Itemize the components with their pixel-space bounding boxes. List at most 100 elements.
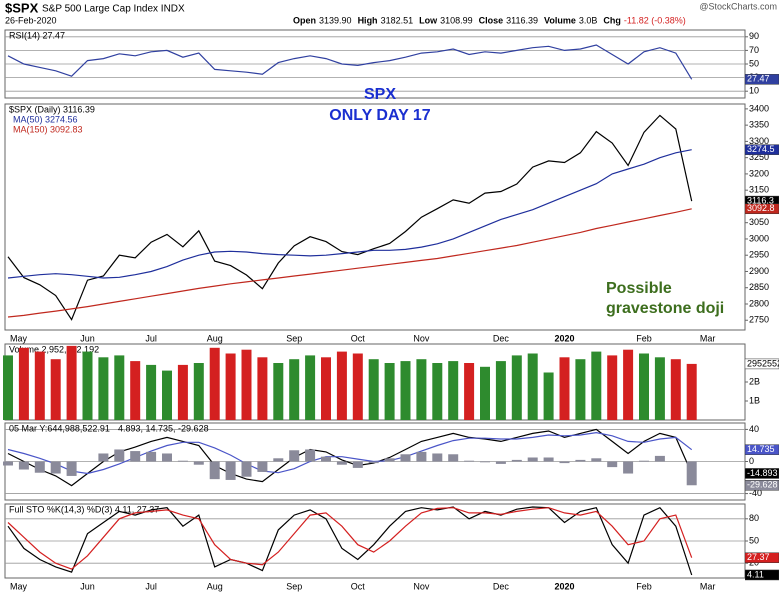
bar bbox=[336, 351, 347, 420]
bar bbox=[273, 363, 284, 420]
y-tick-label: 1B bbox=[749, 395, 760, 405]
x-tick-label: Feb bbox=[636, 581, 652, 591]
quote-label: Close bbox=[479, 15, 504, 25]
legend-entry: MA(150) 3092.83 bbox=[13, 124, 83, 134]
last-value-tag: 2952552192 bbox=[745, 358, 779, 370]
bar bbox=[146, 364, 157, 420]
bar bbox=[559, 461, 570, 464]
quote-value: 3.0B bbox=[579, 15, 598, 25]
y-tick-label: 3000 bbox=[749, 233, 769, 243]
last-value-box bbox=[745, 552, 779, 563]
last-value-tag: -14.893 bbox=[745, 468, 779, 479]
x-tick-label: Jul bbox=[145, 581, 157, 591]
x-tick-label: 2020 bbox=[554, 333, 574, 343]
bar bbox=[511, 459, 522, 462]
annotation: Possible bbox=[606, 280, 672, 297]
bar bbox=[162, 370, 172, 420]
series-line bbox=[7, 506, 693, 576]
bar bbox=[289, 450, 300, 462]
bar bbox=[495, 361, 506, 420]
bar bbox=[130, 361, 141, 420]
bar bbox=[416, 359, 427, 420]
bar bbox=[50, 461, 61, 474]
bar bbox=[321, 456, 331, 462]
y-tick-label: 2850 bbox=[749, 282, 769, 292]
last-value-box bbox=[745, 358, 779, 370]
bar bbox=[384, 458, 395, 462]
quote-label: High bbox=[358, 15, 378, 25]
series-line bbox=[7, 149, 692, 279]
y-tick-label: 3200 bbox=[749, 168, 769, 178]
bar bbox=[543, 372, 554, 420]
y-tick-label: 3250 bbox=[749, 152, 769, 162]
bar bbox=[305, 355, 316, 420]
bar bbox=[654, 357, 665, 420]
legend-entry: $SPX (Daily) 3116.39 bbox=[9, 104, 95, 114]
last-value-tag: 3274.5 bbox=[745, 144, 779, 155]
bar bbox=[257, 461, 268, 472]
bar bbox=[575, 459, 586, 462]
last-value-box bbox=[745, 74, 779, 85]
quote-value: 3182.51 bbox=[381, 15, 414, 25]
bar bbox=[352, 461, 363, 468]
panel-title: Full STO %K(14,3) %D(3) 4.11, 27.37 bbox=[9, 504, 159, 514]
bar bbox=[193, 363, 204, 420]
y-tick-label: 80 bbox=[749, 513, 759, 523]
x-tick-label: Mar bbox=[700, 581, 716, 591]
last-value-tag: 3092.8 bbox=[745, 203, 779, 215]
bar bbox=[607, 461, 618, 468]
bar bbox=[480, 461, 490, 463]
last-value-tag: 27.47 bbox=[745, 74, 779, 85]
bar bbox=[114, 449, 125, 462]
bar bbox=[416, 451, 427, 462]
bar bbox=[480, 366, 490, 420]
symbol-name: S&P 500 Large Cap Index INDX bbox=[42, 4, 185, 15]
last-value-label: 27.47 bbox=[747, 74, 770, 84]
bar bbox=[225, 353, 236, 420]
bar bbox=[464, 460, 475, 462]
annotation: gravestone doji bbox=[606, 300, 724, 317]
bar bbox=[591, 458, 602, 462]
bar bbox=[209, 461, 220, 480]
panel bbox=[4, 103, 746, 331]
bar bbox=[289, 359, 300, 420]
x-tick-label: Dec bbox=[493, 333, 510, 343]
x-tick-label: May bbox=[10, 333, 28, 343]
bar bbox=[114, 355, 125, 420]
bar bbox=[273, 458, 284, 462]
bar bbox=[130, 451, 141, 462]
series-line bbox=[7, 208, 692, 318]
bar bbox=[321, 357, 331, 420]
quote: Open 3139.90 High 3182.51 Low 3108.99 Close 311… bbox=[293, 15, 686, 25]
bar bbox=[654, 455, 665, 462]
bar bbox=[607, 355, 618, 420]
x-tick-label: Nov bbox=[413, 333, 430, 343]
bar bbox=[448, 361, 459, 420]
bar bbox=[34, 461, 45, 473]
bar bbox=[66, 345, 77, 420]
bar bbox=[686, 461, 697, 486]
y-tick-label: 50 bbox=[749, 535, 759, 545]
bar bbox=[193, 461, 204, 465]
last-value-label: 3116.3 bbox=[747, 195, 774, 205]
y-tick-label: 3050 bbox=[749, 217, 769, 227]
last-value-tag: 14.735 bbox=[745, 444, 779, 455]
x-tick-label: Nov bbox=[413, 581, 430, 591]
y-tick-label: 10 bbox=[749, 86, 759, 96]
y-tick-label: 2950 bbox=[749, 250, 769, 260]
x-tick-label: 2020 bbox=[554, 581, 574, 591]
bar bbox=[241, 349, 252, 420]
bar bbox=[177, 364, 188, 420]
x-tick-label: Feb bbox=[636, 333, 652, 343]
x-tick-label: Sep bbox=[286, 581, 302, 591]
y-tick-label: 0 bbox=[749, 456, 754, 466]
last-value-label: -14.893 bbox=[747, 468, 778, 478]
bar bbox=[305, 449, 316, 462]
last-value-label: -29.628 bbox=[747, 480, 778, 490]
bar bbox=[495, 461, 506, 464]
panel-title: RSI(14) 27.47 bbox=[9, 30, 65, 40]
y-tick-label: 90 bbox=[749, 31, 759, 41]
panel-title: 05 Mar Y:644,988,522.91 bbox=[9, 423, 110, 433]
